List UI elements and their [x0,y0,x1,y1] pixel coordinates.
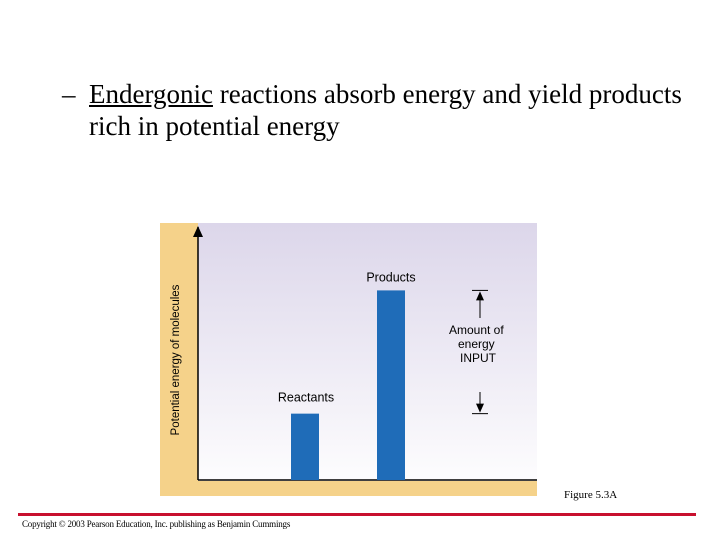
energy-arrow-up-head [476,291,484,301]
y-axis-label: Potential energy of molecules [170,284,182,435]
footer-divider [18,513,696,516]
energy-input-label: Amount of energy INPUT [449,323,507,365]
bullet-term: Endergonic [89,79,213,109]
energy-arrow-down-head [476,403,484,413]
products-label: Products [366,270,415,284]
products-bar [377,290,405,480]
bullet-text: Endergonic reactions absorb energy and y… [89,78,699,142]
reactants-bar [291,413,319,480]
reactants-label: Reactants [278,391,334,405]
energy-label-line: Amount of [449,323,504,337]
energy-label-line: energy [458,337,495,351]
energy-diagram: Potential energy of molecules Reactants … [160,223,537,496]
copyright-notice: Copyright © 2003 Pearson Education, Inc.… [22,519,291,529]
energy-label-line: INPUT [460,351,497,365]
bullet-rest: reactions absorb energy and yield produc… [89,79,682,141]
diagram-background [198,223,537,496]
diagram-left-band [160,223,198,496]
figure-caption: Figure 5.3A [564,489,618,501]
energy-input-arrow [472,289,488,415]
diagram-bottom-band [160,481,537,496]
bullet-dash: – [62,79,76,109]
y-axis-arrowhead [193,226,203,237]
energy-diagram-svg: Potential energy of molecules Reactants … [160,223,537,496]
